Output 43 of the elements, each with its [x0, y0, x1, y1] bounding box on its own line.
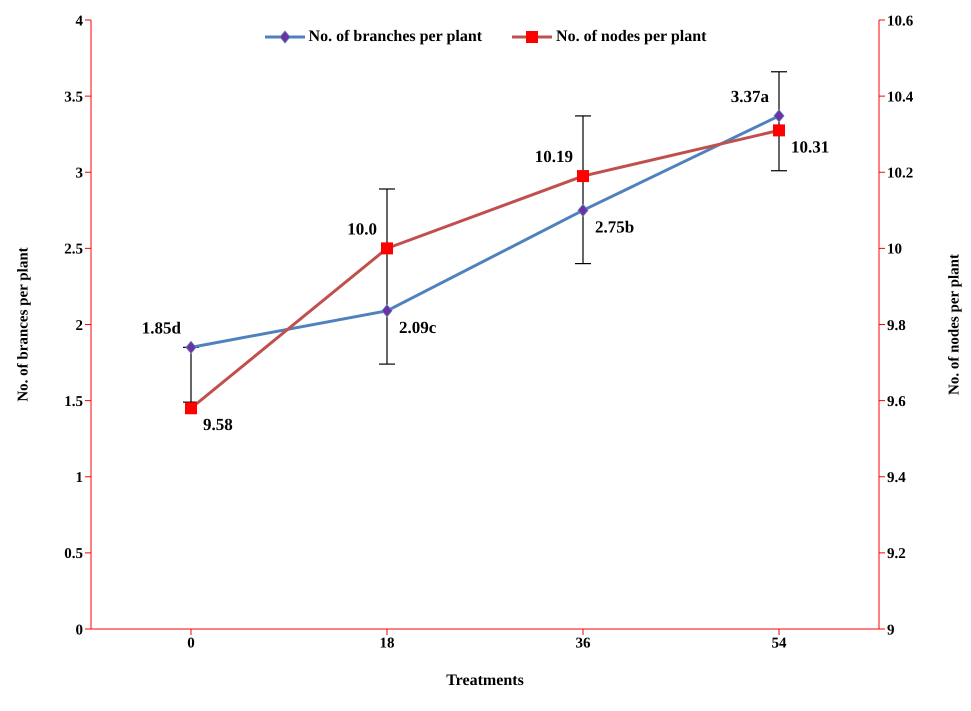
y2-tick-label: 9: [887, 622, 894, 638]
point: [185, 402, 197, 414]
y2-axis-title: No. of nodes per plant: [946, 254, 962, 395]
y2-tick-label: 9.4: [887, 470, 906, 486]
y-tick-label: 2.5: [64, 242, 83, 258]
data-label: 3.37a: [730, 86, 770, 106]
legend-label: No. of nodes per plant: [556, 28, 706, 46]
point: [381, 242, 393, 254]
data-label: 10.31: [791, 137, 830, 156]
y2-tick-label: 9.2: [887, 546, 906, 562]
x-tick-label: 36: [576, 636, 591, 652]
y-tick-label: 4: [76, 13, 84, 30]
legend-label: No. of branches per plant: [308, 28, 482, 46]
y-tick-label: 1: [76, 470, 83, 486]
x-tick-label: 0: [187, 636, 195, 652]
y-tick-label: 0.5: [64, 546, 83, 562]
y2-tick-label: 10.2: [887, 166, 914, 182]
data-label: 2.09c: [399, 318, 437, 337]
data-label: 2.75b: [595, 217, 634, 236]
x-tick-label: 54: [772, 636, 787, 652]
y2-tick-label: 9.8: [887, 318, 906, 334]
y-tick-label: 3: [76, 166, 83, 182]
y2-tick-label: 10: [887, 242, 902, 258]
y-tick-label: 3.5: [64, 89, 83, 106]
point: [577, 170, 589, 182]
y-tick-label: 0: [76, 622, 83, 638]
data-label: 10.0: [347, 219, 377, 238]
point: [774, 110, 784, 122]
x-tick-label: 18: [380, 636, 394, 652]
point: [578, 204, 588, 217]
data-label: 1.85d: [142, 318, 182, 338]
data-label: 10.19: [534, 147, 573, 166]
y-axis-title: No. of brances per plant: [15, 247, 32, 402]
y2-tick-label: 10.6: [887, 13, 914, 30]
y-tick-label: 1.5: [64, 394, 83, 410]
x-axis-title: Treatments: [446, 672, 524, 689]
y-tick-label: 2: [76, 318, 83, 334]
point: [773, 124, 785, 136]
point: [382, 304, 392, 318]
point: [186, 340, 196, 354]
y2-tick-label: 9.6: [887, 394, 906, 410]
data-label: 9.58: [203, 415, 233, 434]
y2-tick-label: 10.4: [887, 89, 914, 106]
